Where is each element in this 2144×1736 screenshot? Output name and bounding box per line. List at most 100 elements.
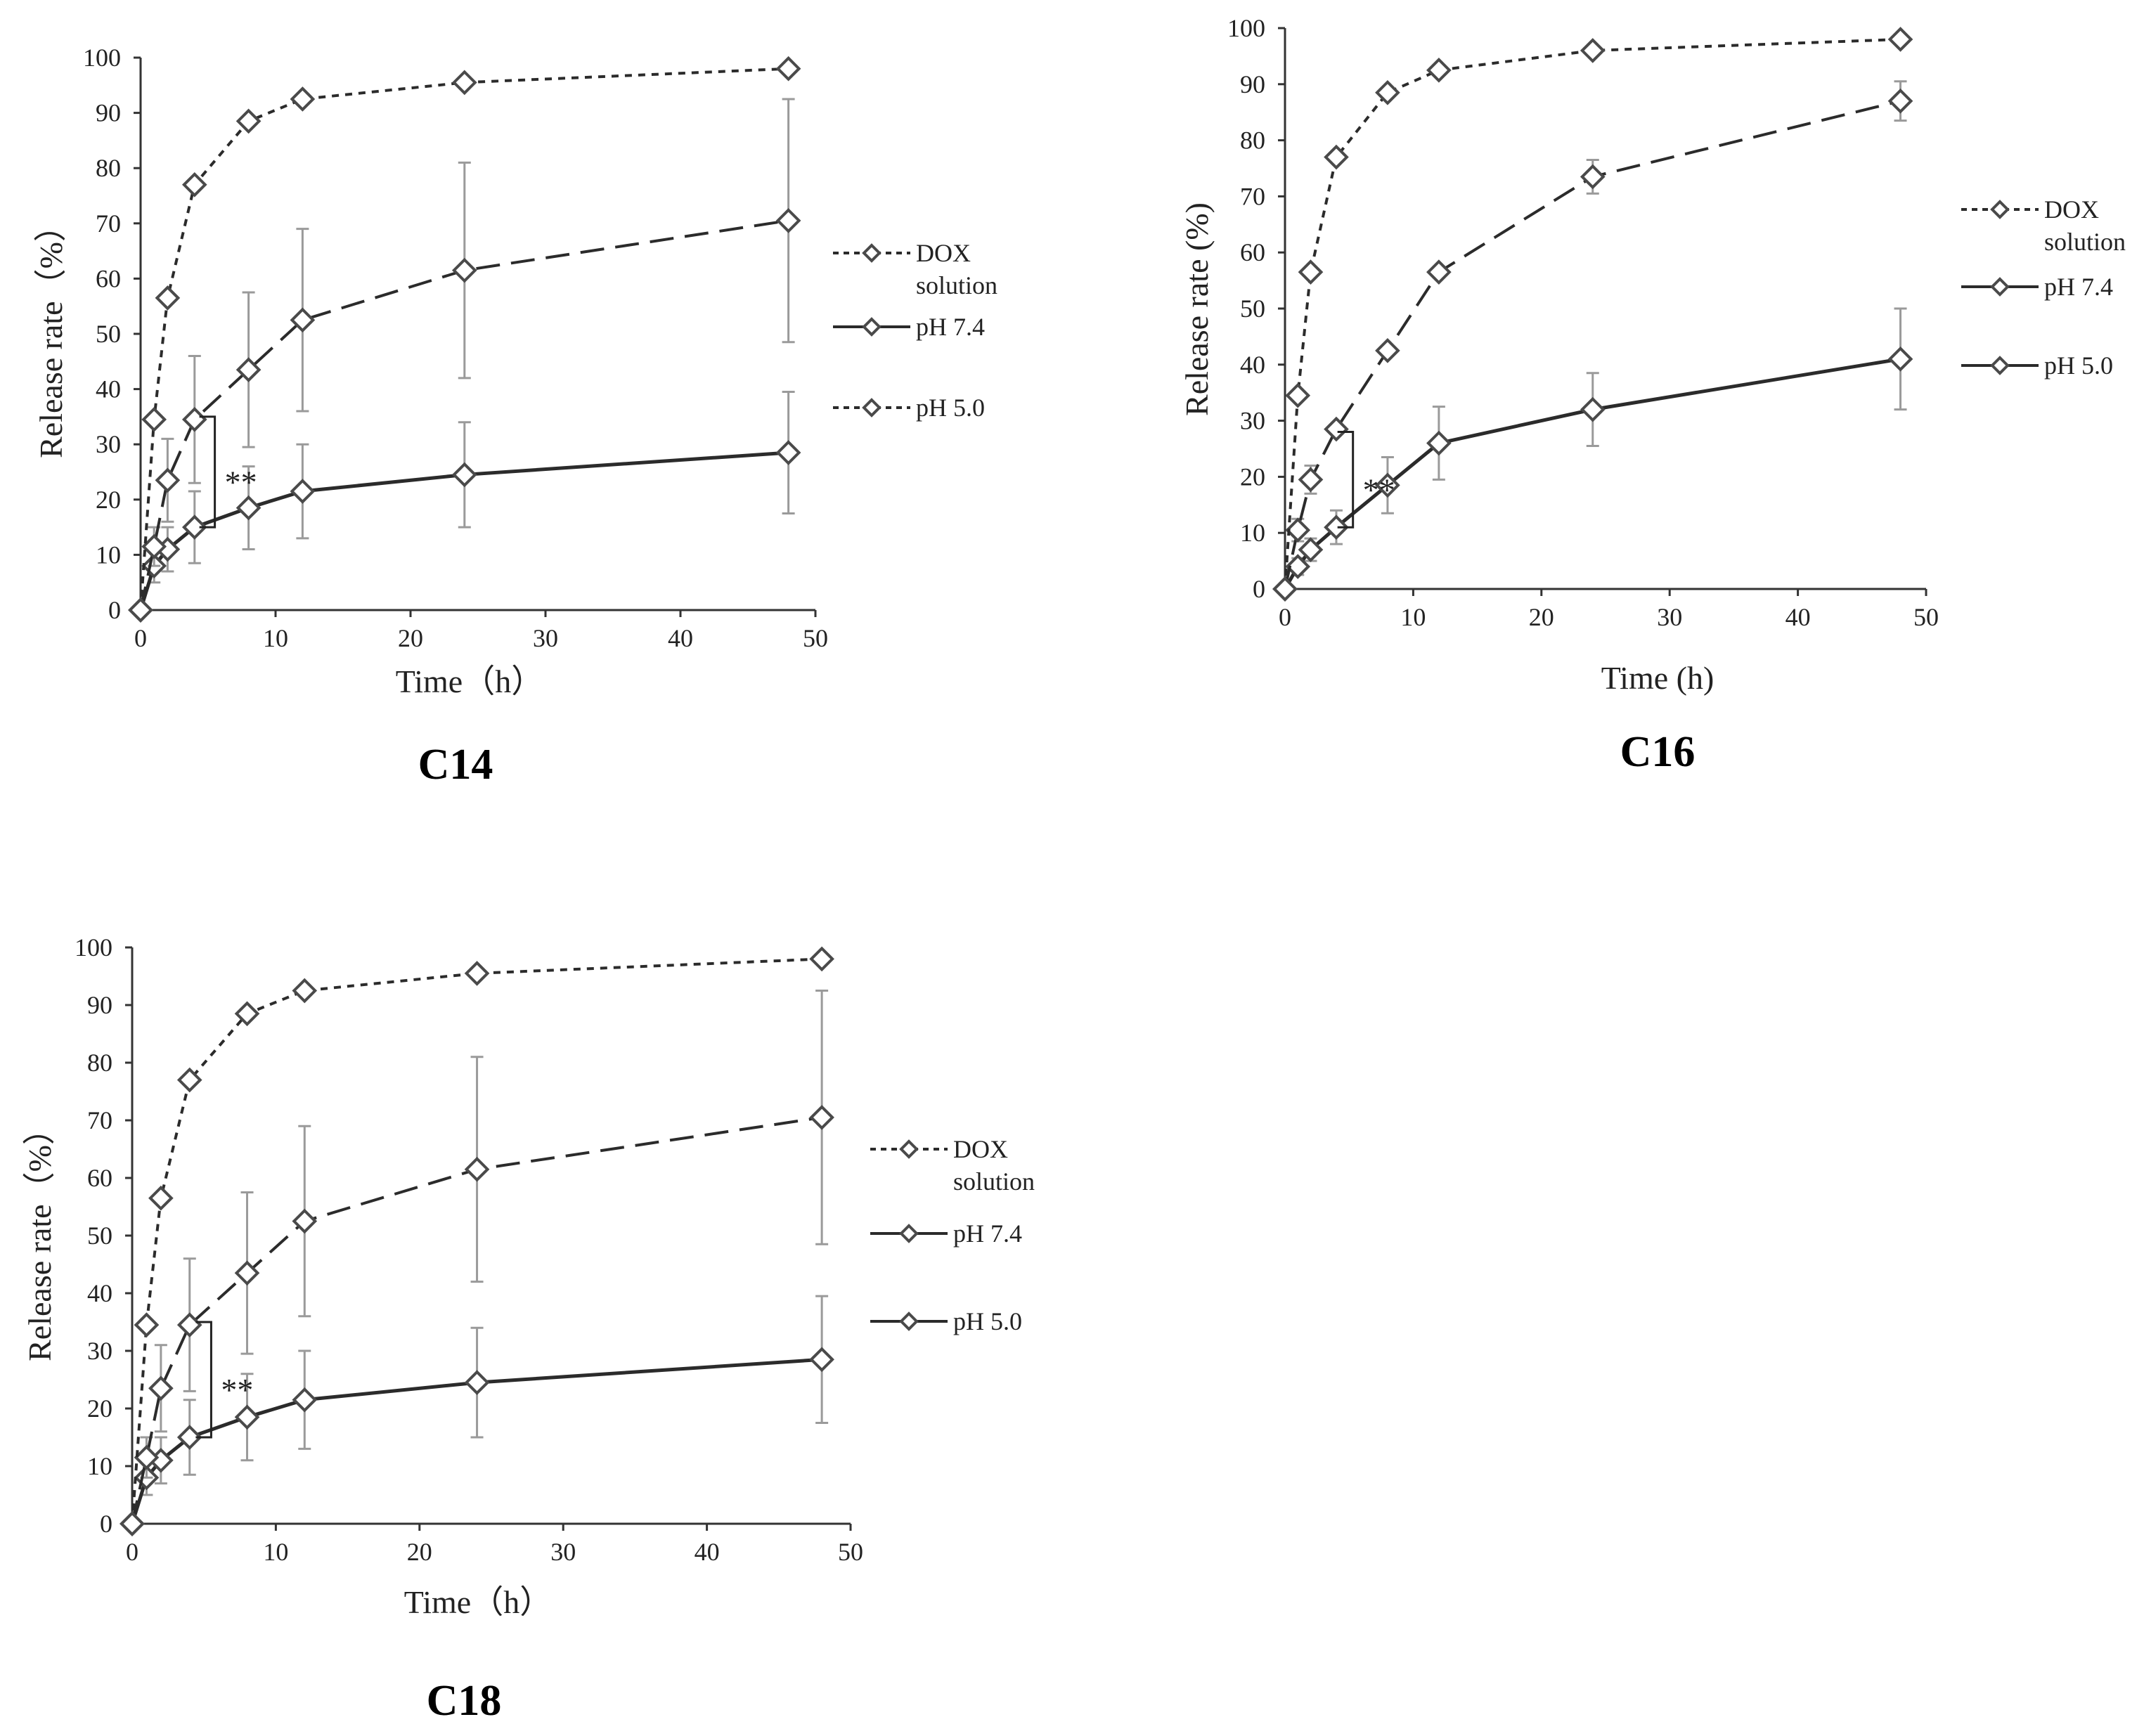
x-tick-label: 30 [533,624,558,652]
legend-label: DOX [953,1135,1008,1163]
data-point [1375,79,1400,105]
data-point [1887,346,1913,372]
data-point [464,1156,490,1182]
series-line [1284,99,1901,590]
y-tick-label: 20 [96,486,121,514]
data-point [451,462,477,488]
data-point [1298,259,1324,285]
y-tick-label: 40 [96,375,121,403]
x-tick-label: 40 [695,1538,720,1566]
legend-swatch-marker [1990,277,2010,297]
legend-swatch-marker [862,398,882,417]
data-point [809,946,834,972]
data-point [809,1347,834,1373]
y-tick-label: 20 [1240,462,1265,491]
y-tick-label: 80 [1240,127,1265,155]
legend: DOX solution pH 7.4 pH 5.0 [1961,195,2126,380]
y-tick-label: 60 [1240,238,1265,266]
data-point [292,1208,318,1234]
y-tick-label: 80 [96,154,121,182]
legend-swatch-marker [899,1311,919,1331]
significance-label: ** [1363,472,1395,507]
y-tick-label: 40 [87,1279,112,1307]
series-ph-5-0 [120,990,834,1536]
significance-bracket [1337,431,1355,529]
x-tick-label: 50 [803,624,828,652]
data-point [292,978,318,1004]
data-point [235,495,261,521]
chart-panel-c14: 0 10 20 30 40 50 60 70 80 90 100 0 10 20 30 40 50 Time（h）… [33,44,997,789]
y-tick-label: 70 [96,209,121,238]
x-tick-label: 10 [1400,603,1426,631]
series-ph-5-0 [1272,80,1913,602]
data-point [1375,472,1400,498]
x-tick-label: 30 [550,1538,576,1566]
legend-label: pH 7.4 [916,313,985,341]
series-dox-solution [128,56,801,623]
data-point [775,208,801,233]
x-axis-label: Time (h) [1601,660,1714,696]
data-point [809,1105,834,1130]
data-point [181,514,207,540]
y-tick-label: 40 [1240,351,1265,379]
x-tick-label: 50 [838,1538,863,1566]
data-point [148,1375,174,1401]
data-point [1285,382,1311,408]
data-point [176,1067,202,1093]
legend-swatch-marker [1990,356,2010,375]
chart-panel-c18: 0 10 20 30 40 50 60 70 80 90 100 0 10 20 30 40 50 Time（h）… [22,933,1035,1725]
legend: DOX solution pH 7.4 pH 5.0 [833,239,997,422]
x-tick-label: 40 [668,624,693,652]
x-tick-label: 10 [263,624,288,652]
y-tick-label: 80 [87,1049,112,1077]
data-point [451,70,477,96]
data-point [134,1312,160,1337]
x-tick-label: 30 [1657,603,1682,631]
data-point [134,1444,160,1470]
x-axis-label: Time（h） [396,663,543,699]
panel-title: C18 [427,1677,502,1725]
y-tick-label: 0 [108,596,121,624]
data-point [1324,514,1349,540]
data-point [292,1387,318,1413]
data-point [1887,27,1913,52]
y-tick-label: 0 [1253,575,1265,603]
data-point [1324,416,1349,442]
y-tick-label: 60 [87,1164,112,1192]
data-point [1375,338,1400,363]
y-tick-label: 20 [87,1394,112,1423]
y-tick-label: 10 [96,540,121,569]
significance-bracket [199,415,217,529]
legend-label: pH 5.0 [916,394,985,422]
series-ph-7-4 [120,1295,834,1536]
x-axis-label: Time（h） [404,1584,552,1620]
data-point [1887,88,1913,114]
x-tick-label: 10 [263,1538,288,1566]
data-point [181,407,207,432]
legend-swatch-marker [862,317,882,337]
y-tick-label: 30 [1240,407,1265,435]
data-point [1272,576,1298,602]
x-tick-label: 0 [1279,603,1291,631]
data-point [1580,38,1606,63]
y-tick-label: 60 [96,264,121,292]
x-tick-label: 20 [1529,603,1554,631]
legend: DOX solution pH 7.4 pH 5.0 [870,1135,1035,1335]
series-ph-7-4 [1272,307,1913,602]
y-axis-label: Release rate（%） [22,1113,58,1361]
legend-label: DOX [2044,195,2099,224]
data-point [290,307,316,333]
panel-title: C16 [1620,728,1696,776]
legend-label-line2: solution [953,1167,1035,1196]
data-point [1324,144,1349,170]
data-point [1426,430,1452,456]
y-tick-label: 70 [1240,182,1265,210]
legend-swatch-marker [1990,200,2010,219]
y-tick-label: 10 [1240,519,1265,547]
data-point [1298,467,1324,493]
x-tick-label: 0 [134,624,147,652]
data-point [775,56,801,82]
x-tick-label: 50 [1913,603,1939,631]
data-point [290,86,316,112]
y-tick-label: 30 [96,430,121,458]
